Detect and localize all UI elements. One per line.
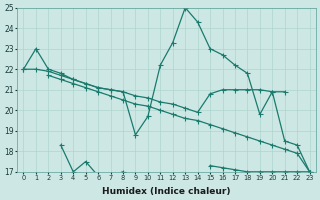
X-axis label: Humidex (Indice chaleur): Humidex (Indice chaleur): [102, 187, 231, 196]
